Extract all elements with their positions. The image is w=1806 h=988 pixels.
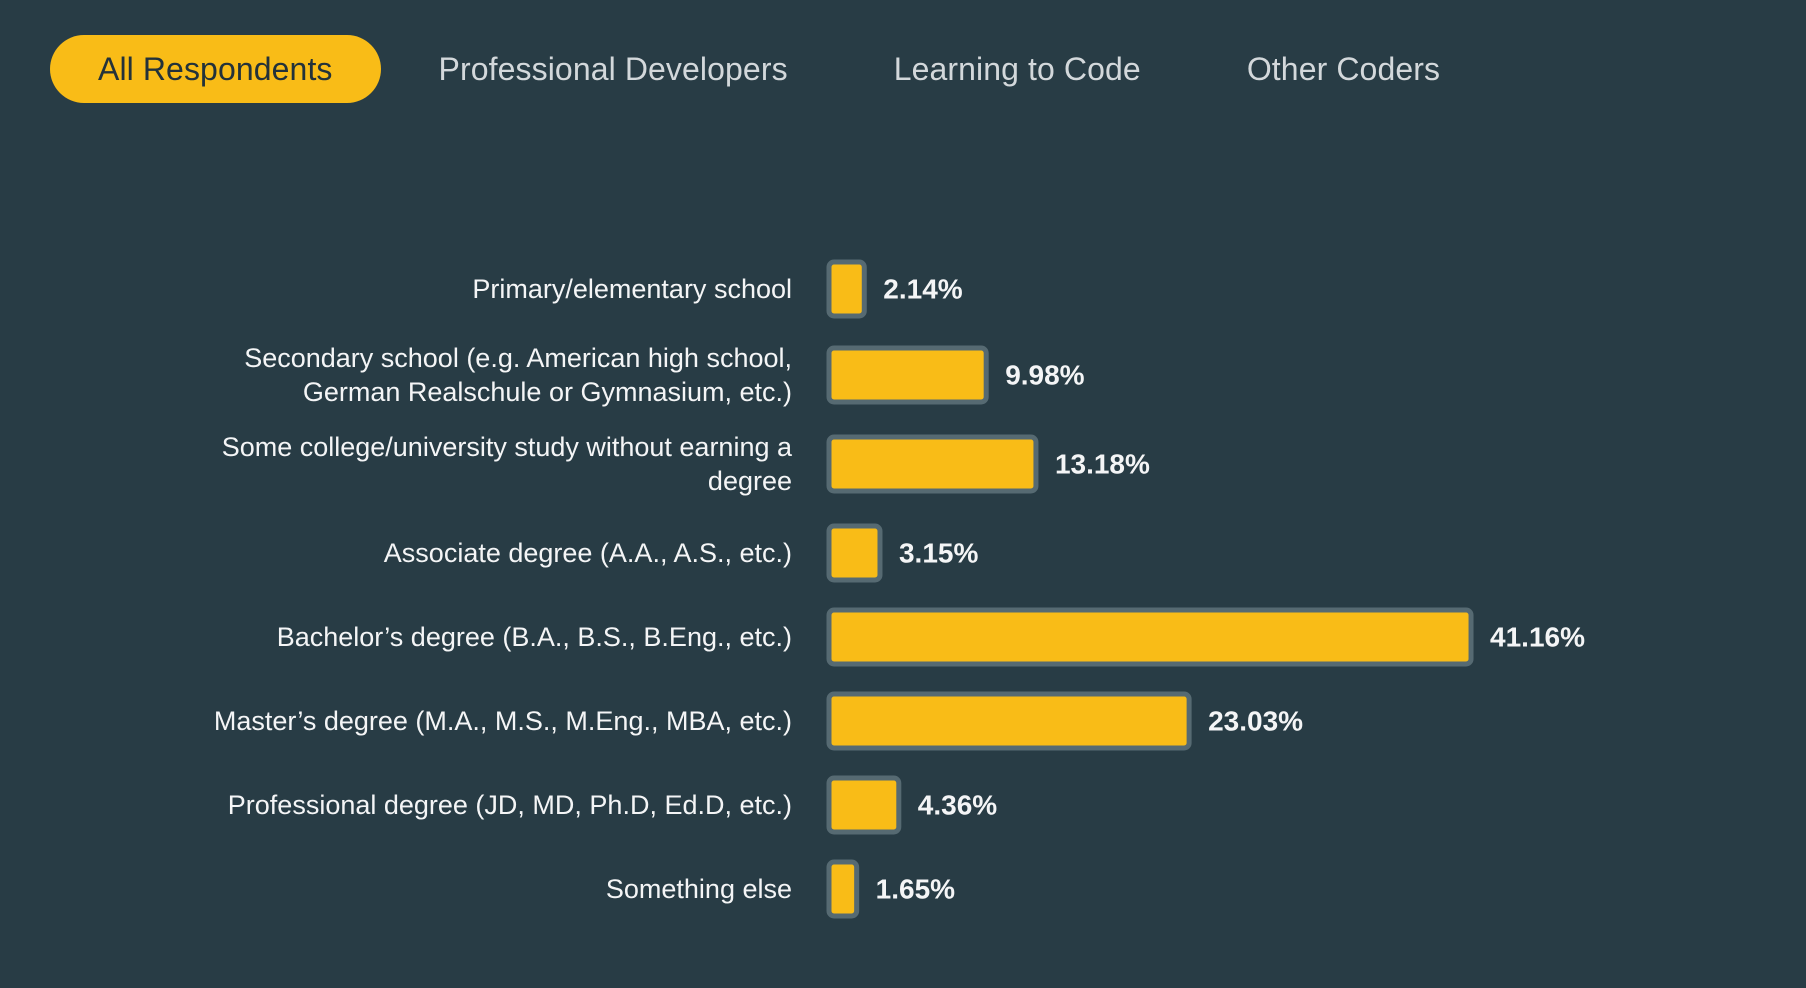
value-label: 13.18% [1055, 449, 1150, 480]
bar-group: 4.36% Professional degree (JD, MD, Ph.D, … [228, 775, 997, 835]
bar-group: 13.18% Some college/university study with… [222, 432, 1150, 496]
tab-other-coders[interactable]: Other Coders [1246, 51, 1441, 87]
category-label: German Realschule or Gymnasium, etc.) [303, 377, 792, 407]
bar [826, 434, 1039, 494]
category-label: Something else [606, 874, 792, 904]
value-label: 41.16% [1490, 622, 1585, 653]
value-label: 23.03% [1208, 706, 1303, 737]
tab-learning-to-code[interactable]: Learning to Code [893, 51, 1141, 87]
bar-group: 9.98% Secondary school (e.g. American hig… [244, 343, 1084, 407]
bar-group: 3.15% Associate degree (A.A., A.S., etc.) [384, 523, 978, 583]
bar [826, 259, 867, 319]
value-label: 4.36% [918, 790, 997, 821]
category-label: Professional degree (JD, MD, Ph.D, Ed.D,… [228, 790, 792, 820]
value-label: 1.65% [876, 874, 955, 905]
category-label: Master’s degree (M.A., M.S., M.Eng., MBA… [214, 706, 792, 736]
bar [826, 523, 883, 583]
value-label: 9.98% [1005, 360, 1084, 391]
bar [826, 775, 902, 835]
bar-group: 41.16% Bachelor’s degree (B.A., B.S., B.E… [277, 607, 1585, 667]
category-label: degree [708, 466, 792, 496]
tab-all-respondents[interactable]: All Respondents [50, 35, 381, 103]
bar [826, 859, 860, 919]
category-label: Secondary school (e.g. American high sch… [244, 343, 792, 373]
value-label: 3.15% [899, 538, 978, 569]
bar [826, 691, 1192, 751]
value-label: 2.14% [883, 274, 962, 305]
category-label: Primary/elementary school [472, 274, 792, 304]
bar-group: 23.03% Master’s degree (M.A., M.S., M.Eng… [214, 691, 1303, 751]
bar-group: 1.65% Something else [606, 859, 955, 919]
category-label: Some college/university study without ea… [222, 432, 793, 462]
category-label: Associate degree (A.A., A.S., etc.) [384, 538, 792, 568]
tab-professional-developers[interactable]: Professional Developers [438, 51, 788, 87]
bar-group: 2.14% Primary/elementary school [472, 259, 963, 319]
category-label: Bachelor’s degree (B.A., B.S., B.Eng., e… [277, 622, 792, 652]
bar [826, 607, 1474, 667]
respondent-tabs: All Respondents Professional Developers … [50, 35, 1488, 103]
bar [826, 345, 989, 405]
